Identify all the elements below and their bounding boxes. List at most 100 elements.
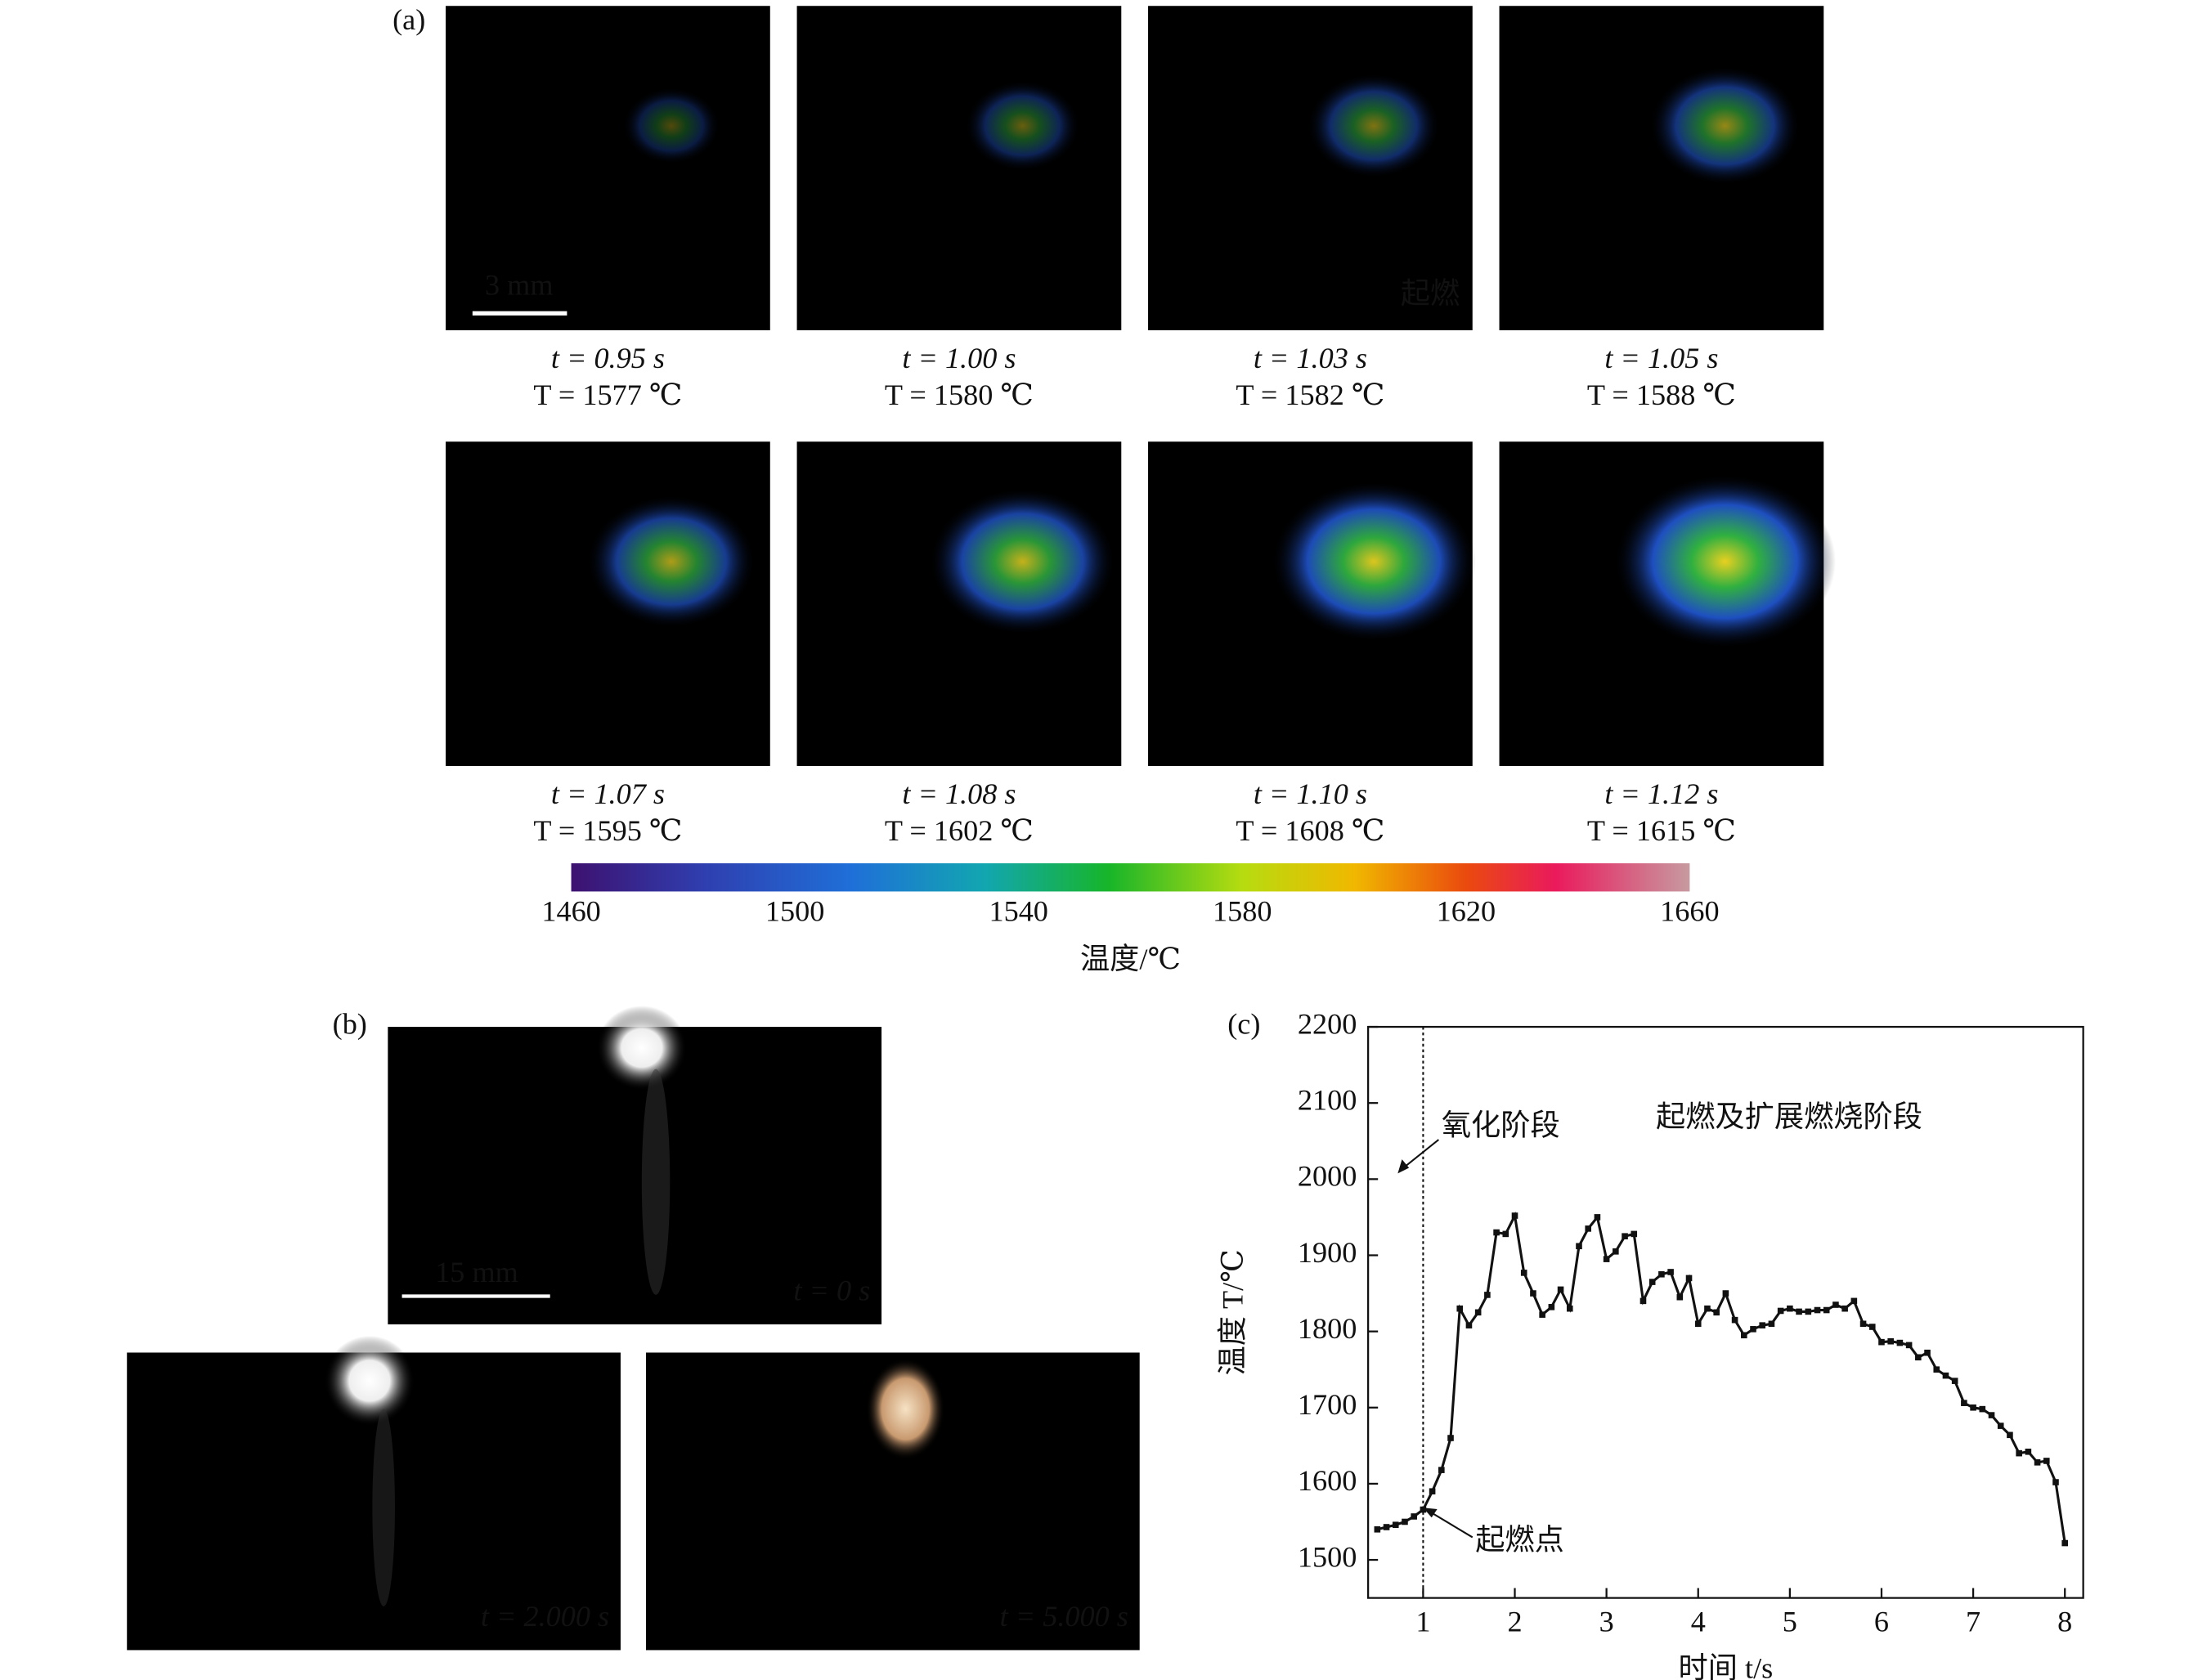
x-tick-label: 1 xyxy=(1415,1606,1430,1638)
point xyxy=(2043,1458,2050,1464)
point xyxy=(2025,1448,2032,1455)
time-label: t = 5.000 s xyxy=(1000,1600,1128,1633)
annotation: 氧化阶段 xyxy=(1442,1109,1560,1142)
point xyxy=(1951,1378,1958,1384)
point xyxy=(1502,1230,1509,1238)
point xyxy=(1731,1316,1738,1324)
colorbar-tick-label: 1500 xyxy=(765,894,824,927)
point xyxy=(1796,1308,1802,1315)
hot-spot xyxy=(965,80,1080,172)
point xyxy=(1493,1229,1500,1236)
point xyxy=(1970,1404,1976,1411)
temperature-label: T = 1602 ℃ xyxy=(885,814,1034,847)
hot-spot xyxy=(1649,66,1801,186)
time-label: t = 2.000 s xyxy=(481,1600,609,1633)
arrowhead xyxy=(1397,1159,1410,1174)
point xyxy=(1658,1270,1665,1278)
axes xyxy=(1367,1025,2084,1599)
y-tick-label: 1700 xyxy=(1298,1388,1357,1421)
point xyxy=(1915,1354,1922,1361)
x-tick-label: 4 xyxy=(1691,1606,1706,1638)
colorbar-tick-label: 1660 xyxy=(1660,894,1719,927)
point xyxy=(1704,1305,1711,1312)
arrow xyxy=(1402,1139,1440,1169)
point xyxy=(1814,1306,1821,1314)
point xyxy=(1566,1305,1573,1312)
trail xyxy=(372,1409,395,1606)
point xyxy=(1383,1524,1390,1530)
layer: (a) t = 0.95 s T = 1577 ℃ t = 1.00 s T = 158… xyxy=(127,3,2084,1680)
trail xyxy=(641,1068,671,1295)
point xyxy=(1548,1304,1555,1310)
point xyxy=(1622,1233,1628,1239)
point xyxy=(2061,1539,2069,1547)
point xyxy=(1631,1230,1638,1238)
time-label: t = 1.07 s xyxy=(551,777,665,810)
point xyxy=(1557,1286,1564,1293)
point xyxy=(1576,1243,1582,1250)
point xyxy=(1988,1412,1995,1418)
x-tick-label: 6 xyxy=(1874,1606,1889,1638)
y-tick-label: 2200 xyxy=(1298,1007,1357,1040)
point xyxy=(1438,1467,1445,1473)
hot-spot xyxy=(1307,73,1441,178)
point xyxy=(1787,1305,1793,1312)
flame xyxy=(324,1335,415,1427)
panel-label: (a) xyxy=(392,3,425,36)
time-label: t = 1.08 s xyxy=(902,777,1016,810)
hot-spot xyxy=(1613,474,1837,649)
x-tick-label: 5 xyxy=(1783,1606,1797,1638)
point xyxy=(1759,1322,1766,1328)
point xyxy=(1933,1366,1940,1373)
time-label: t = 1.10 s xyxy=(1254,777,1367,810)
annotation: 起燃及扩展燃烧阶段 xyxy=(1656,1100,1922,1133)
colorbar-tick-label: 1580 xyxy=(1213,894,1272,927)
point xyxy=(2016,1449,2022,1457)
scale-bar-label: 15 mm xyxy=(435,1256,518,1288)
y-tick-label: 2000 xyxy=(1298,1160,1357,1193)
x-axis-label: 时间 t/s xyxy=(1679,1652,1774,1680)
point xyxy=(1603,1256,1610,1262)
point xyxy=(1805,1308,1812,1315)
temperature-label: T = 1608 ℃ xyxy=(1236,814,1384,847)
thermal-image xyxy=(446,6,770,330)
thermal-image xyxy=(1148,6,1473,330)
arrowhead xyxy=(1423,1508,1438,1518)
temperature-label: T = 1595 ℃ xyxy=(533,814,682,847)
point xyxy=(1676,1293,1684,1301)
point xyxy=(1859,1320,1867,1328)
point xyxy=(1374,1525,1381,1533)
point xyxy=(1722,1290,1729,1297)
flame xyxy=(596,1006,688,1091)
point xyxy=(1905,1342,1913,1349)
point xyxy=(1411,1513,1417,1520)
point xyxy=(1896,1339,1904,1346)
panel-label: (c) xyxy=(1227,1007,1260,1040)
colorbar xyxy=(571,862,1690,892)
colorbar-label: 温度/℃ xyxy=(1080,943,1181,975)
scale-bar-label: 3 mm xyxy=(485,269,554,302)
hot-spot xyxy=(1272,481,1476,643)
point xyxy=(1768,1320,1775,1328)
point xyxy=(1832,1301,1839,1308)
hot-spot xyxy=(929,488,1116,635)
point xyxy=(1456,1305,1464,1312)
time-label: t = 1.00 s xyxy=(902,342,1016,374)
point xyxy=(1402,1518,1408,1525)
point xyxy=(1887,1337,1894,1345)
time-label: t = 0.95 s xyxy=(551,342,665,374)
point xyxy=(1713,1309,1720,1316)
temperature-label: T = 1582 ℃ xyxy=(1236,379,1384,411)
point xyxy=(1685,1275,1693,1282)
thermal-image xyxy=(796,6,1122,330)
point xyxy=(1648,1279,1656,1285)
point xyxy=(1594,1214,1601,1221)
temperature-label: T = 1615 ℃ xyxy=(1587,814,1736,847)
y-tick-label: 1900 xyxy=(1298,1236,1357,1269)
arrow xyxy=(1429,1511,1474,1539)
point xyxy=(1841,1305,1848,1312)
point xyxy=(1429,1488,1436,1495)
point xyxy=(1924,1349,1931,1356)
temperature-label: T = 1580 ℃ xyxy=(885,379,1034,411)
